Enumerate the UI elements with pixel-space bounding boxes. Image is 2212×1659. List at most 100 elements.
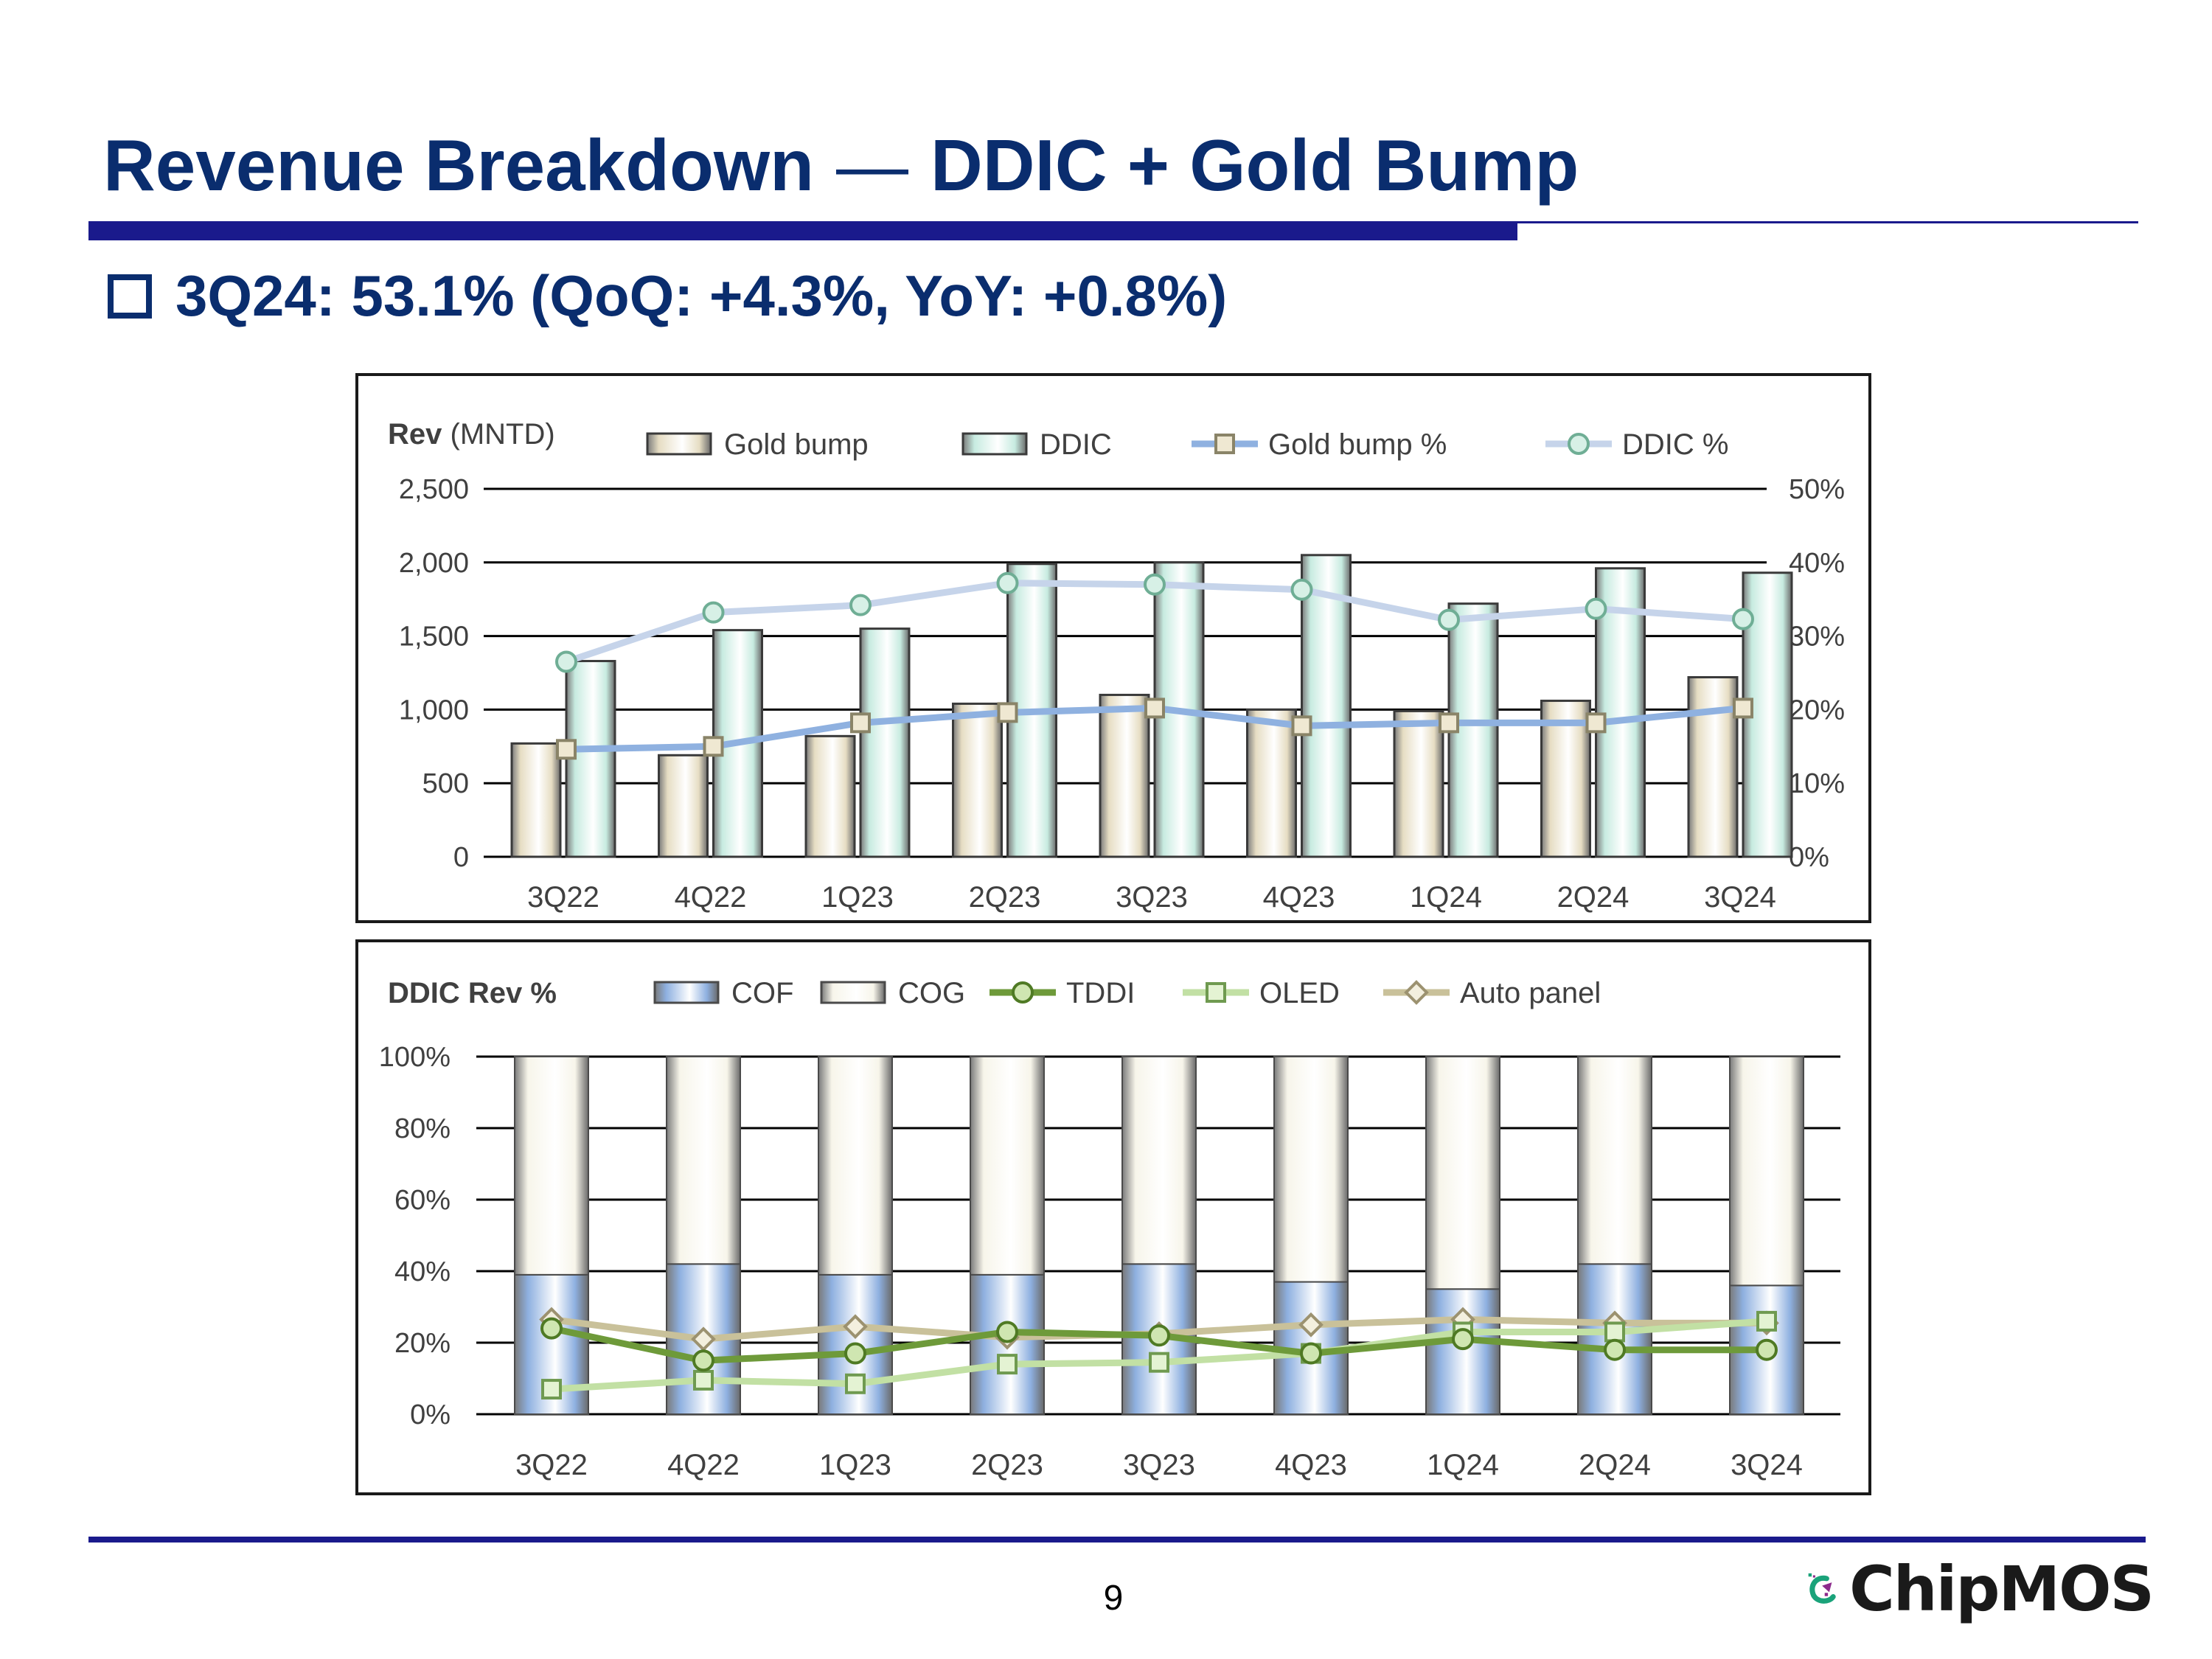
y2-tick-label: 50% — [1789, 474, 1845, 505]
y2-tick-label: 30% — [1789, 622, 1845, 653]
x-tick-label: 3Q24 — [1731, 1449, 1803, 1481]
y-tick-label: 1,000 — [399, 695, 469, 726]
x-tick-label: 2Q23 — [971, 1449, 1043, 1481]
marker-tddi — [1756, 1338, 1778, 1361]
legend-marker-oled — [1206, 982, 1226, 1003]
legend-label-auto-panel: Auto panel — [1460, 977, 1601, 1009]
x-tick-label: 3Q23 — [1123, 1449, 1195, 1481]
ddic-rev-pct-chart-svg: 0% 20% 40% 60% 80% 100% 3Q22 4Q22 1Q23 2Q23 3Q23 4Q… — [379, 977, 1840, 1481]
marker-gold-bump-pct — [1439, 712, 1459, 734]
legend-swatch-gold-bump — [646, 432, 712, 456]
y2-tick-label: 40% — [1789, 548, 1845, 579]
subtitle-text: 3Q24: 53.1% (QoQ: +4.3%, YoY: +0.8%) — [175, 263, 1228, 328]
x-tick-label: 4Q23 — [1263, 881, 1335, 914]
marker-gold-bump-pct — [1733, 698, 1753, 719]
page-number: 9 — [1103, 1579, 1124, 1618]
marker-tddi — [540, 1317, 563, 1340]
marker-ddic-pct — [1585, 597, 1607, 620]
bar-ddic — [859, 627, 911, 858]
marker-tddi — [1604, 1338, 1626, 1361]
legend-label-gold-bump: Gold bump % — [1268, 428, 1447, 461]
chipmos-logo: ChipMOS — [1806, 1548, 2154, 1630]
legend-label-cog: COG — [898, 977, 965, 1009]
y2-tick-label: 0% — [1789, 842, 1829, 873]
bar-gold-bump — [510, 742, 562, 858]
marker-auto-panel — [691, 1326, 716, 1352]
marker-ddic-pct — [996, 571, 1019, 594]
x-tick-label: 2Q24 — [1579, 1449, 1651, 1481]
marker-ddic-pct — [1144, 573, 1166, 596]
x-tick-label: 1Q23 — [821, 881, 894, 914]
marker-ddic-pct — [555, 650, 577, 673]
y-tick-label: 0% — [410, 1399, 451, 1430]
marker-oled — [1604, 1321, 1625, 1343]
y-axis-label-unit: (MNTD) — [451, 418, 555, 451]
bar-cog — [1121, 1056, 1197, 1265]
y-axis-label: Rev (MNTD) — [388, 418, 555, 451]
legend-marker-gold-bump — [1214, 434, 1235, 454]
legend-swatch-cof — [653, 981, 720, 1004]
marker-tddi — [996, 1321, 1018, 1343]
chipmos-logo-icon — [1808, 1573, 1836, 1604]
y-tick-label: 2,500 — [399, 474, 469, 505]
x-tick-label: 1Q24 — [1410, 881, 1482, 914]
bar-gold-bump — [1246, 708, 1297, 858]
legend-label-ddic: DDIC — [1040, 428, 1112, 461]
marker-tddi — [1148, 1324, 1170, 1347]
marker-oled — [1756, 1310, 1777, 1332]
y2-tick-label: 20% — [1789, 695, 1845, 726]
bar-cog — [818, 1056, 893, 1276]
revenue-chart-svg: 0 0% 500 10% 1,000 20% 1,500 30% 2,000 40% 2,500 50… — [388, 418, 1845, 914]
y-tick-label: 100% — [379, 1042, 451, 1073]
x-tick-label: 4Q22 — [675, 881, 747, 914]
y-tick-label: 80% — [394, 1113, 451, 1144]
marker-oled — [997, 1354, 1018, 1375]
marker-ddic-pct — [849, 594, 872, 616]
bar-gold-bump — [1687, 675, 1739, 858]
x-tick-label: 2Q24 — [1557, 881, 1630, 914]
bar-cog — [1577, 1056, 1652, 1265]
marker-ddic-pct — [1290, 578, 1313, 601]
marker-ddic-pct — [702, 601, 725, 624]
marker-gold-bump-pct — [1144, 698, 1165, 719]
marker-tddi — [844, 1342, 866, 1365]
marker-auto-panel — [1298, 1312, 1324, 1338]
marker-tddi — [1452, 1328, 1474, 1351]
x-tick-label: 2Q23 — [969, 881, 1041, 914]
slide-title: Revenue Breakdown — DDIC + Gold Bump — [103, 124, 1579, 207]
legend-label-oled: OLED — [1259, 977, 1340, 1009]
legend-label-gold-bump: Gold bump — [724, 428, 869, 461]
marker-oled — [845, 1373, 866, 1394]
bar-gold-bump — [1099, 693, 1150, 858]
y-tick-label: 1,500 — [399, 622, 469, 653]
checkbox-bullet-icon — [108, 274, 152, 319]
marker-tddi — [692, 1349, 714, 1372]
y-axis-label: DDIC Rev % — [388, 977, 557, 1009]
y-tick-label: 60% — [394, 1185, 451, 1216]
title-left: Revenue Breakdown — [103, 125, 814, 206]
marker-gold-bump-pct — [556, 739, 577, 760]
title-underline — [88, 221, 1517, 240]
marker-auto-panel — [843, 1314, 868, 1340]
marker-tddi — [1300, 1342, 1322, 1365]
legend-swatch-ddic — [961, 432, 1028, 456]
bar-cog — [1273, 1056, 1349, 1283]
bar-ddic — [1301, 554, 1352, 858]
y2-tick-label: 10% — [1789, 768, 1845, 799]
subtitle: 3Q24: 53.1% (QoQ: +4.3%, YoY: +0.8%) — [108, 262, 1227, 330]
legend-marker-auto-panel — [1404, 980, 1429, 1005]
y-tick-label: 0 — [453, 842, 469, 873]
marker-oled — [693, 1369, 714, 1391]
x-tick-label: 3Q23 — [1116, 881, 1188, 914]
bar-gold-bump — [1540, 699, 1591, 858]
marker-oled — [1149, 1352, 1169, 1373]
marker-gold-bump-pct — [997, 702, 1018, 723]
y-tick-label: 40% — [394, 1256, 451, 1287]
y-tick-label: 20% — [394, 1328, 451, 1359]
legend-label-ddic: DDIC % — [1622, 428, 1728, 461]
legend-marker-tddi — [1012, 981, 1034, 1004]
legend: COF COG TDDI OLED Auto panel — [653, 977, 1601, 1009]
bar-gold-bump — [658, 754, 709, 858]
legend-swatch-cog — [820, 981, 886, 1004]
title-underline-thin — [1517, 221, 2138, 223]
